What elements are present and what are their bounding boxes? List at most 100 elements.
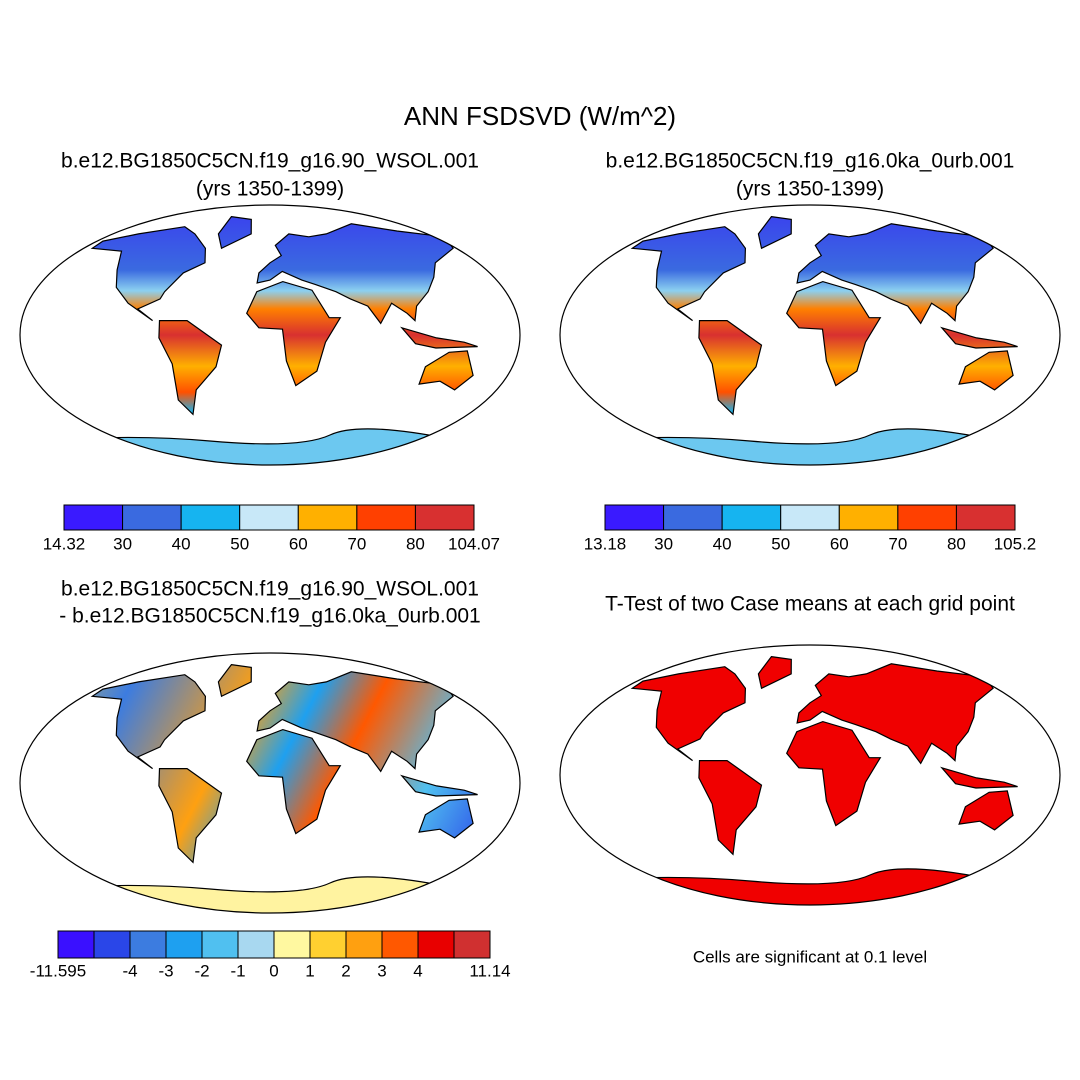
colorbar-label: 0	[269, 961, 278, 980]
colorbar-label: 30	[654, 534, 673, 553]
colorbar-label: 2	[341, 961, 350, 980]
colorbar-box	[239, 504, 299, 531]
colorbar-label: 40	[172, 534, 191, 553]
figure-title: ANN FSDSVD (W/m^2)	[404, 101, 676, 131]
colorbar-box	[180, 504, 241, 531]
continent	[785, 720, 882, 827]
colorbar-box	[63, 504, 124, 531]
continent	[940, 766, 1018, 789]
continent	[630, 226, 747, 322]
colorbar-label: -1	[230, 961, 245, 980]
colorbar-label: -2	[194, 961, 209, 980]
colorbar-box	[165, 930, 203, 959]
colorbar-label: 80	[947, 534, 966, 553]
colorbar-label: 11.14	[469, 961, 510, 980]
panel-title: (yrs 1350-1399)	[736, 178, 884, 201]
colorbar-label: 70	[888, 534, 907, 553]
panel-title: b.e12.BG1850C5CN.f19_g16.90_WSOL.001	[61, 578, 479, 601]
continent	[217, 215, 252, 250]
map-land	[560, 655, 1060, 905]
colorbar-box	[780, 504, 840, 531]
continent	[256, 223, 454, 325]
map-panel	[559, 204, 1061, 466]
map-land	[20, 663, 520, 913]
continent	[958, 790, 1014, 831]
continent	[785, 280, 882, 387]
continent	[757, 655, 792, 690]
colorbar-label: 40	[713, 534, 732, 553]
colorbar-box	[345, 930, 383, 959]
colorbar-box	[93, 930, 131, 959]
continent	[245, 280, 342, 387]
colorbar-label: 60	[830, 534, 849, 553]
map-panel	[559, 644, 1061, 906]
continent	[400, 326, 478, 349]
map-frame	[559, 204, 1061, 466]
continent	[940, 326, 1018, 349]
continent	[245, 728, 342, 835]
colorbar-label: 30	[113, 534, 132, 553]
colorbar-label: 13.18	[584, 534, 627, 553]
continent	[90, 226, 207, 322]
colorbar-box	[201, 930, 239, 959]
antarctica	[560, 868, 1060, 905]
colorbar-label: 50	[230, 534, 249, 553]
colorbar-box	[57, 930, 95, 959]
panel-title: (yrs 1350-1399)	[196, 178, 344, 201]
continent	[757, 215, 792, 250]
colorbar-box	[604, 504, 665, 531]
panel-title: b.e12.BG1850C5CN.f19_g16.0ka_0urb.001	[606, 150, 1015, 173]
panel-title: b.e12.BG1850C5CN.f19_g16.90_WSOL.001	[61, 150, 479, 173]
colorbar-box	[297, 504, 358, 531]
colorbar-box	[417, 930, 455, 959]
colorbar-label: 80	[406, 534, 425, 553]
continent	[158, 768, 223, 864]
panel-title: T-Test of two Case means at each grid po…	[605, 593, 1015, 616]
continent	[256, 671, 454, 773]
colorbar-box	[663, 504, 723, 531]
continent	[90, 674, 207, 770]
map-land	[560, 215, 1060, 465]
colorbar-label: -3	[158, 961, 173, 980]
colorbar-label: 60	[289, 534, 308, 553]
colorbar-box	[381, 930, 419, 959]
map-land	[20, 215, 520, 465]
colorbar-label: 50	[771, 534, 790, 553]
colorbar-box	[897, 504, 957, 531]
colorbar-box	[414, 504, 475, 531]
colorbar-box	[122, 504, 182, 531]
colorbar-box	[309, 930, 347, 959]
map-frame	[19, 652, 521, 914]
continent	[796, 223, 994, 325]
continent	[400, 774, 478, 797]
colorbar-label: 104.07	[448, 534, 500, 553]
colorbar-box	[838, 504, 899, 531]
colorbar-label: 3	[377, 961, 386, 980]
continent	[158, 320, 223, 416]
continent	[217, 663, 252, 698]
continent	[418, 798, 474, 839]
panel-title: - b.e12.BG1850C5CN.f19_g16.0ka_0urb.001	[59, 605, 480, 628]
maps: b.e12.BG1850C5CN.f19_g16.90_WSOL.001 (yrs…	[19, 150, 1061, 980]
panel-note: Cells are significant at 0.1 level	[693, 947, 927, 966]
colorbar-label: -4	[122, 961, 137, 980]
continent	[698, 760, 763, 856]
colorbar-box	[453, 930, 491, 959]
map-frame	[19, 204, 521, 466]
colorbar-box	[955, 504, 1016, 531]
colorbar-label: 70	[347, 534, 366, 553]
colorbar-box	[273, 930, 311, 959]
antarctica	[20, 428, 520, 465]
continent	[630, 666, 747, 762]
map-frame	[559, 644, 1061, 906]
map-panel	[19, 204, 521, 466]
continent	[796, 663, 994, 765]
continent	[958, 350, 1014, 391]
colorbar-label: 1	[305, 961, 314, 980]
colorbar-label: 14.32	[43, 534, 86, 553]
continent	[698, 320, 763, 416]
colorbar-box	[721, 504, 782, 531]
colorbar-box	[129, 930, 167, 959]
colorbar-box	[356, 504, 416, 531]
